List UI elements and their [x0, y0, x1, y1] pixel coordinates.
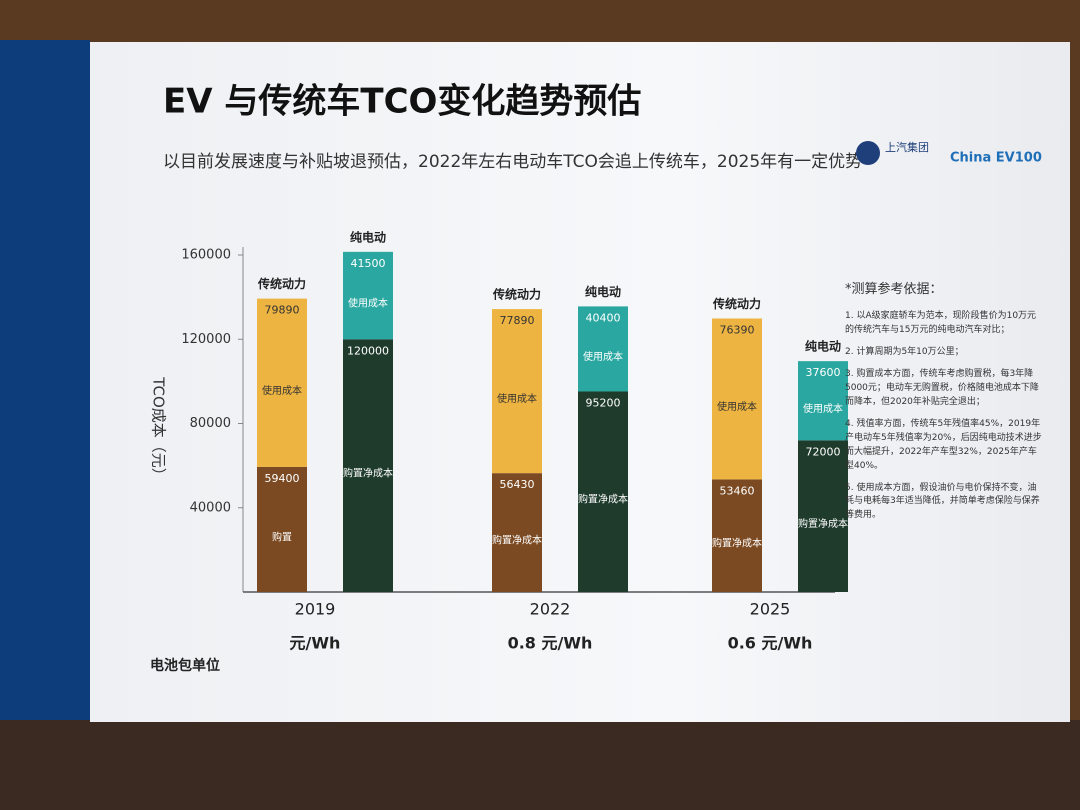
- bar-name: 纯电动: [350, 229, 386, 244]
- bar-segment: [492, 473, 542, 592]
- segment-label: 购置净成本: [798, 517, 848, 530]
- bar-segment: [257, 466, 307, 592]
- value-label: 72000: [806, 445, 841, 458]
- value-label: 53460: [720, 484, 755, 497]
- y-tick-label: 40000: [190, 500, 231, 515]
- x-tick-label: 2025: [750, 600, 791, 619]
- bar-segment: [257, 298, 307, 467]
- note: 1. 以A级家庭轿车为范本，现阶段售价为10万元的传统汽车与15万元的纯电动汽车…: [845, 311, 1037, 336]
- bar-segment: [343, 339, 393, 592]
- value-label: 77890: [500, 314, 535, 327]
- segment-label: 购置净成本: [492, 534, 542, 547]
- x-tick-label: 2019: [295, 600, 336, 619]
- notes-title: *测算参考依据：: [845, 282, 943, 297]
- segment-label: 使用成本: [583, 350, 623, 363]
- value-label: 79890: [265, 304, 300, 317]
- segment-label: 购置净成本: [712, 537, 762, 550]
- bar-segment: [578, 306, 628, 392]
- bar-segment: [712, 479, 762, 592]
- chart-title: EV 与传统车TCO变化趋势预估: [163, 82, 641, 122]
- segment-label: 使用成本: [262, 384, 302, 397]
- bar-segment: [492, 309, 542, 474]
- audience: [0, 720, 1080, 810]
- note: 2. 计算周期为5年10万公里；: [845, 347, 964, 358]
- bar-segment: [578, 391, 628, 592]
- segment-label: 购置净成本: [343, 467, 393, 480]
- segment-label: 使用成本: [348, 297, 388, 310]
- notes: *测算参考依据： 1. 以A级家庭轿车为范本，现阶段售价为10万元的传统汽车与1…: [845, 280, 1045, 531]
- battery-label: 电池包单位: [150, 657, 220, 674]
- bar-name: 传统动力: [492, 287, 541, 302]
- bar-name: 纯电动: [805, 339, 841, 354]
- value-label: 56430: [500, 478, 535, 491]
- value-label: 41500: [351, 257, 386, 270]
- battery-cost: 元/Wh: [290, 634, 341, 653]
- note: 4. 残值率方面，传统车5年残值率45%，2019年产电动车5年残值率为20%，…: [845, 418, 1042, 471]
- value-label: 37600: [806, 366, 841, 379]
- bar-segment: [798, 440, 848, 592]
- bar-name: 传统动力: [257, 276, 306, 291]
- value-label: 59400: [265, 472, 300, 485]
- y-tick-label: 120000: [181, 332, 231, 347]
- side-banner: [0, 40, 90, 730]
- segment-label: 使用成本: [803, 402, 843, 415]
- chart-subtitle: 以目前发展速度与补贴坡退预估，2022年左右电动车TCO会追上传统车，2025年…: [163, 152, 862, 172]
- segment-label: 购置: [272, 530, 292, 543]
- battery-cost: 0.6 元/Wh: [728, 634, 813, 653]
- logo-text: China EV100: [950, 151, 1042, 166]
- value-label: 76390: [720, 324, 755, 337]
- logo-icon: [856, 141, 880, 165]
- value-label: 40400: [586, 311, 621, 324]
- segment-label: 购置净成本: [578, 493, 628, 506]
- segment-label: 使用成本: [497, 392, 537, 405]
- bar-segment: [343, 251, 393, 340]
- bar-segment: [712, 318, 762, 480]
- bar-name: 纯电动: [585, 284, 621, 299]
- x-tick-label: 2022: [530, 600, 571, 619]
- y-axis-label: TCO成本（元）: [150, 376, 168, 483]
- segment-label: 使用成本: [717, 400, 757, 413]
- note: 5. 使用成本方面，假设油价与电价保持不变，油耗与电耗每3年适当降低，并简单考虑…: [845, 482, 1040, 521]
- battery-cost: 0.8 元/Wh: [508, 634, 593, 653]
- value-label: 95200: [586, 396, 621, 409]
- note: 3. 购置成本方面，传统车考虑购置税，每3年降5000元；电动车无购置税，价格随…: [845, 368, 1039, 407]
- logo-text: 上汽集团: [885, 140, 929, 154]
- y-tick-label: 160000: [181, 248, 231, 263]
- value-label: 120000: [347, 344, 389, 357]
- bar-name: 传统动力: [712, 296, 761, 311]
- y-tick-label: 80000: [190, 416, 231, 431]
- bar-segment: [798, 361, 848, 441]
